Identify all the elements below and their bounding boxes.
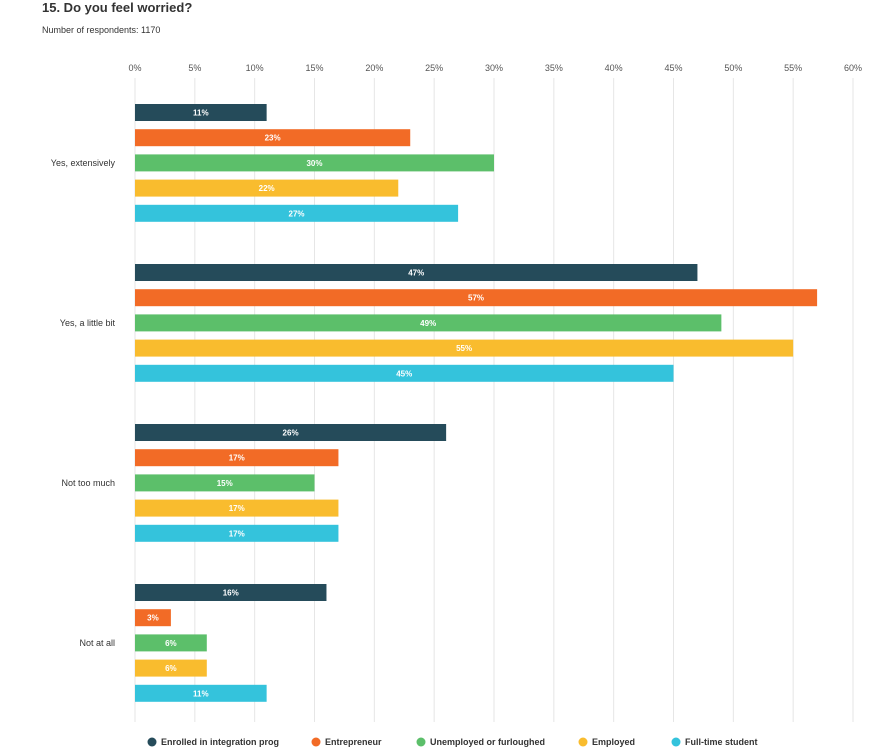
bar — [135, 524, 339, 542]
category-label: Not at all — [79, 638, 115, 648]
legend-marker — [147, 737, 157, 747]
bar-value-label: 22% — [259, 184, 275, 193]
legend-label: Unemployed or furloughed — [430, 737, 545, 747]
bar — [135, 264, 698, 281]
bar-value-label: 27% — [289, 209, 305, 218]
bar — [135, 314, 722, 332]
bar — [135, 474, 315, 492]
bar — [135, 684, 267, 702]
bar — [135, 289, 818, 307]
x-tick-label: 20% — [365, 63, 383, 73]
bar — [135, 104, 267, 121]
bar — [135, 179, 399, 197]
legend-marker — [311, 737, 321, 747]
x-tick-label: 60% — [844, 63, 862, 73]
respondents-count: Number of respondents: 1170 — [42, 25, 161, 35]
x-tick-label: 10% — [246, 63, 264, 73]
bar — [135, 659, 207, 677]
bar-value-label: 6% — [165, 639, 177, 648]
legend-label: Employed — [592, 737, 635, 747]
bar-value-label: 3% — [147, 614, 159, 623]
x-tick-label: 50% — [724, 63, 742, 73]
legend-marker — [578, 737, 588, 747]
bar — [135, 609, 171, 627]
category-label: Yes, extensively — [51, 158, 116, 168]
bar-value-label: 11% — [193, 689, 209, 698]
legend-label: Full-time student — [685, 737, 758, 747]
bar-value-label: 47% — [408, 269, 424, 278]
bar — [135, 424, 447, 441]
bar — [135, 584, 327, 601]
legend-label: Enrolled in integration prog — [161, 737, 279, 747]
category-label: Yes, a little bit — [60, 318, 116, 328]
bar — [135, 339, 794, 357]
x-tick-label: 30% — [485, 63, 503, 73]
bar-value-label: 17% — [229, 529, 245, 538]
bar-value-label: 6% — [165, 664, 177, 673]
bar-value-label: 11% — [193, 109, 209, 118]
legend-marker — [416, 737, 426, 747]
x-axis-ticks: 0% 5% 10% 15% 20% 25% 30% 35% 40% 45% 50% 55% 60% — [128, 63, 862, 73]
bar-value-label: 57% — [468, 294, 484, 303]
legend-label: Entrepreneur — [325, 737, 382, 747]
bar-value-label: 45% — [396, 369, 412, 378]
bars: 11% 23% 30% 22% 27% 47% 57% 49% 55% 45% 26% 17% 15% 1… — [135, 104, 818, 702]
legend-marker — [671, 737, 681, 747]
bar-value-label: 15% — [217, 479, 233, 488]
bar — [135, 499, 339, 517]
bar-value-label: 26% — [283, 429, 299, 438]
bar-value-label: 55% — [456, 344, 472, 353]
category-label: Not too much — [61, 478, 115, 488]
x-tick-label: 45% — [664, 63, 682, 73]
category-labels: Yes, extensively Yes, a little bit Not too… — [51, 158, 116, 648]
bar-value-label: 30% — [306, 159, 322, 168]
bar-value-label: 17% — [229, 504, 245, 513]
bar-value-label: 16% — [223, 589, 239, 598]
x-tick-label: 5% — [188, 63, 201, 73]
grid-lines — [134, 78, 854, 722]
legend: Enrolled in integration prog Entrepreneur… — [147, 737, 758, 747]
bar — [135, 204, 459, 222]
bar-value-label: 49% — [420, 319, 436, 328]
bar — [135, 364, 674, 382]
bar — [135, 154, 494, 172]
bar-value-label: 17% — [229, 454, 245, 463]
x-tick-label: 40% — [605, 63, 623, 73]
x-tick-label: 25% — [425, 63, 443, 73]
bar — [135, 449, 339, 467]
x-tick-label: 55% — [784, 63, 802, 73]
x-tick-label: 15% — [305, 63, 323, 73]
bar-value-label: 23% — [265, 134, 281, 143]
x-tick-label: 35% — [545, 63, 563, 73]
x-tick-label: 0% — [128, 63, 141, 73]
bar — [135, 129, 411, 147]
chart-title: 15. Do you feel worried? — [42, 0, 193, 15]
bar — [135, 634, 207, 652]
